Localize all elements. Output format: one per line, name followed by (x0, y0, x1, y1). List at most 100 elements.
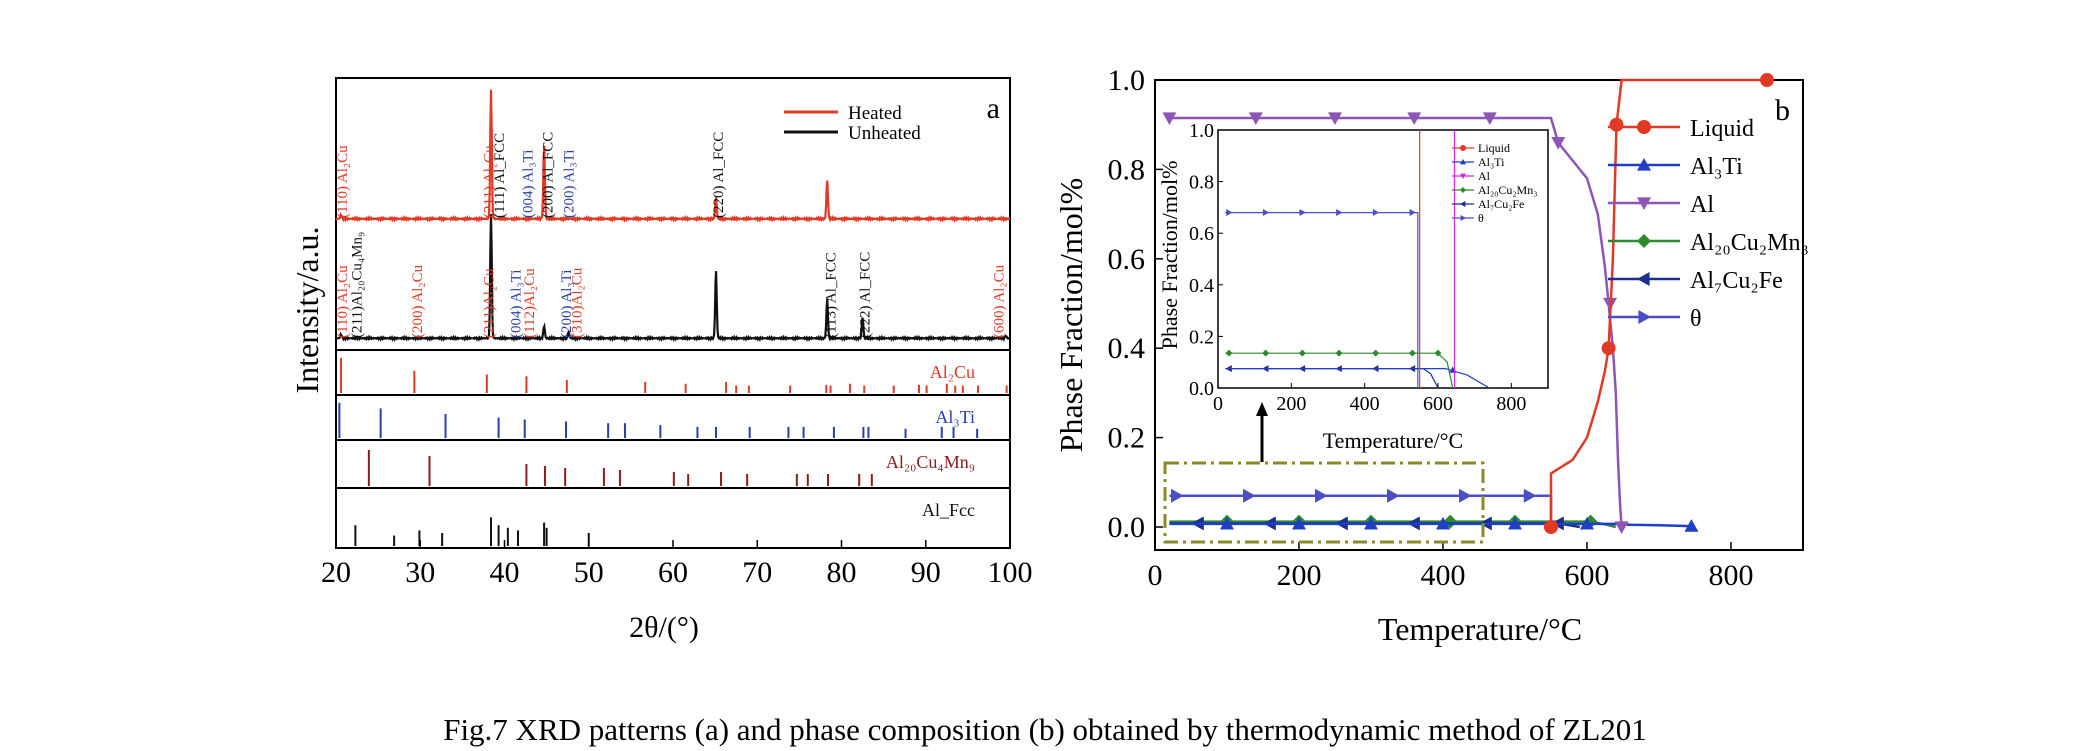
ytick-label-b: 0.2 (1108, 422, 1146, 455)
inset-ytick-label: 0.4 (1189, 275, 1214, 297)
legend-label: Al₃Ti (1690, 154, 1743, 180)
series-marker (1248, 112, 1263, 125)
inset-legend-marker (1460, 173, 1466, 179)
inset-series-marker (1262, 349, 1270, 357)
series-marker (1482, 112, 1497, 125)
inset-ytick-label: 0.2 (1189, 326, 1214, 348)
peak-label-unheated: (004) Al₃Ti (509, 270, 525, 338)
panel-b-phase: 0 200 400 600 800 0.0 0.2 0.4 0.6 0.8 1.0 b Temper… (1053, 64, 1809, 647)
peak-label-heated: (111) Al_FCC (492, 133, 508, 218)
inset-series-marker (1434, 349, 1442, 357)
inset-legend-marker (1460, 215, 1466, 221)
inset-legend-label: Al₇Cu₂Fe (1478, 197, 1524, 211)
zoom-region-box (1163, 461, 1485, 544)
inset-legend-marker (1460, 159, 1466, 165)
series-marker (1523, 488, 1537, 503)
series-marker (1243, 488, 1256, 503)
peak-label-unheated: (200) Al₂Cu (410, 264, 426, 338)
inset-xtick-label: 600 (1423, 393, 1453, 415)
zoom-arrow-head (1256, 402, 1268, 416)
ytick-label-b: 0.4 (1108, 332, 1146, 365)
ref-label: Al₂₀Cu₄Mn₉ (886, 452, 975, 472)
xtick-label-b: 600 (1565, 559, 1610, 592)
series-marker (1601, 341, 1616, 356)
panel-a-legend: Heated Unheated (784, 103, 921, 144)
inset-ytick-label: 0.8 (1189, 172, 1214, 194)
xtick-label-a: 70 (742, 556, 772, 589)
legend-marker (1637, 272, 1650, 286)
xtick-label-b: 400 (1421, 559, 1466, 592)
series-line (1169, 522, 1692, 528)
inset-xtick-label: 400 (1350, 393, 1380, 415)
series-marker (1508, 516, 1522, 530)
peak-label-heated: (220) Al_FCC (711, 132, 727, 218)
series-marker (1459, 488, 1472, 503)
legend-label: Liquid (1690, 116, 1754, 142)
panel-a-xrd: 20 30 40 50 60 70 80 90 100 (110) Al₂Cu (211) Al₂C… (289, 77, 1033, 644)
inset-legend-marker (1460, 145, 1466, 151)
peak-label-unheated: (200) Al₃Ti (559, 270, 575, 338)
panel-b-xlabel: Temperature/°C (1378, 611, 1582, 647)
series-marker (1162, 112, 1177, 125)
peak-label-heated: (200) Al_FCC (541, 132, 557, 218)
panel-a-label: a (987, 92, 1000, 125)
phase-plot-area: 0 200 400 600 800 0.0 0.2 0.4 0.6 0.8 1.0 (1108, 64, 1774, 592)
xtick-label-a: 60 (658, 556, 688, 589)
inset-legend-marker (1460, 187, 1466, 193)
inset-ytick-label: 0.0 (1189, 378, 1214, 400)
series-marker (1609, 117, 1624, 132)
peak-label-heated: (004) Al₃Ti (520, 150, 536, 218)
xtick-label-a: 30 (405, 556, 435, 589)
series-unheated (335, 214, 1011, 343)
xtick-label-b: 800 (1709, 559, 1754, 592)
legend-label: θ (1690, 306, 1702, 332)
series-marker (1220, 516, 1234, 530)
inset-frame (1217, 129, 1549, 389)
series-marker (1171, 488, 1184, 503)
legend-label: Al (1690, 192, 1714, 218)
inset-legend-label: Al₃Ti (1478, 155, 1505, 169)
legend-marker (1637, 197, 1651, 210)
panel-b-frame (1154, 79, 1804, 551)
peak-label-unheated: (110) Al₂Cu (335, 265, 351, 338)
legend-label-heated: Heated (848, 103, 902, 124)
series-marker (1387, 488, 1400, 503)
inset-series-marker (1409, 209, 1416, 217)
inset-plot-area: 0 200 400 600 800 0.0 0.2 0.4 0.6 0.8 1.0 (1189, 120, 1526, 415)
series-line (1549, 78, 1767, 527)
inset-series-marker (1336, 209, 1343, 217)
legend-marker (1638, 310, 1651, 324)
series-marker (1436, 516, 1450, 530)
series-marker (1407, 112, 1422, 125)
xtick-label-a: 100 (988, 556, 1033, 589)
legend-label: Al₇Cu₂Fe (1690, 268, 1783, 294)
xtick-label-b: 0 (1148, 559, 1163, 592)
panel-b-inset: 0 200 400 600 800 0.0 0.2 0.4 0.6 0.8 1.0 Temperat… (1157, 120, 1549, 453)
ytick-label-b: 1.0 (1108, 64, 1146, 97)
inset-xtick-label: 0 (1213, 393, 1223, 415)
xtick-label-a: 80 (827, 556, 857, 589)
figure-caption: Fig.7 XRD patterns (a) and phase composi… (443, 712, 1647, 747)
inset-series-line (1225, 368, 1490, 389)
series-marker (1544, 520, 1558, 534)
series-marker (1315, 488, 1328, 503)
peak-label-heated: (200) Al₃Ti (562, 150, 578, 218)
xrd-plot-area: 20 30 40 50 60 70 80 90 100 (110) Al₂Cu (211) Al₂C… (321, 89, 1033, 589)
ytick-label-b: 0.0 (1108, 511, 1146, 544)
inset-legend-label: Liquid (1478, 141, 1510, 155)
panel-a-xlabel: 2θ/(°) (629, 611, 699, 644)
xtick-label-b: 200 (1277, 559, 1322, 592)
series-marker (1328, 112, 1342, 125)
inset-ytick-label: 1.0 (1189, 120, 1214, 142)
inset-series-marker (1335, 349, 1343, 357)
legend-label: Al₂₀Cu₂Mn₃ (1690, 230, 1809, 256)
inset-series-marker (1372, 349, 1380, 357)
peak-label-unheated: (211)Al₂₀Cu₄Mn₉ (349, 232, 365, 338)
inset-series-marker (1225, 349, 1233, 357)
series-marker (1551, 136, 1566, 150)
xtick-label-a: 40 (490, 556, 520, 589)
peak-label-unheated: (222) Al_FCC (857, 252, 873, 338)
inset-series-marker (1298, 349, 1306, 357)
legend-marker (1637, 120, 1651, 134)
